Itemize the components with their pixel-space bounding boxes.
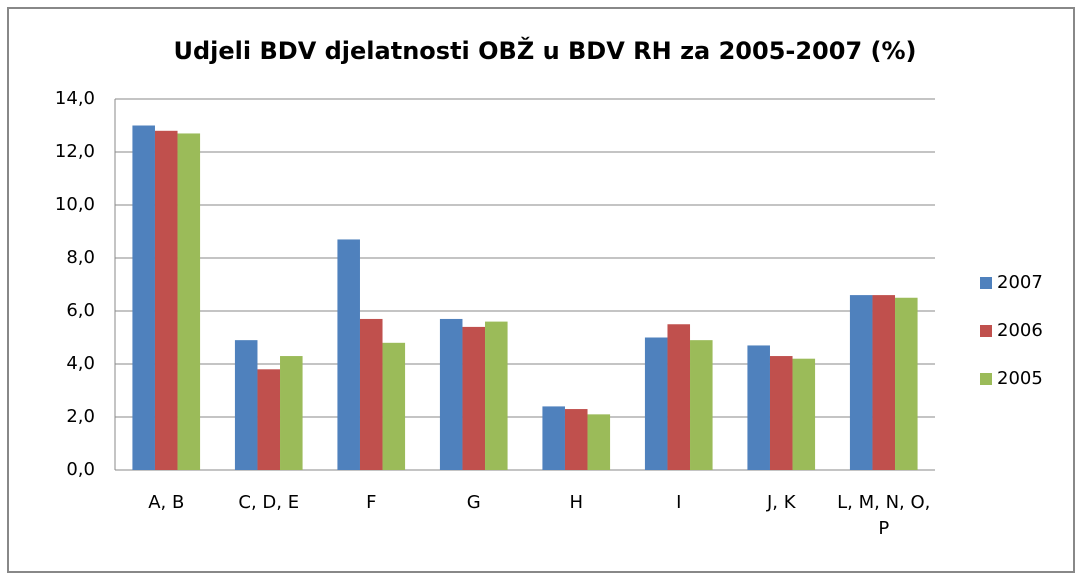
- bar: [337, 239, 360, 470]
- bar: [644, 337, 668, 470]
- bar: [382, 342, 406, 470]
- bar: [587, 414, 611, 470]
- y-tick-label: 12,0: [55, 141, 95, 162]
- bar: [154, 130, 178, 471]
- bar: [849, 295, 873, 470]
- bar: [359, 318, 383, 470]
- y-tick-label: 10,0: [55, 194, 95, 215]
- y-tick-label: 14,0: [55, 88, 95, 109]
- bar: [462, 326, 486, 470]
- legend-label: 2007: [997, 272, 1043, 293]
- x-tick-label: H: [569, 492, 584, 513]
- bar: [132, 125, 155, 470]
- x-tick-label: F: [366, 492, 377, 513]
- bar: [747, 345, 770, 470]
- legend-label: 2006: [997, 320, 1043, 341]
- bar: [234, 340, 258, 470]
- x-tick-label: A, B: [148, 492, 185, 513]
- bar: [690, 340, 713, 470]
- bar: [792, 358, 816, 470]
- x-tick-label: I: [676, 492, 682, 513]
- chart-title: Udjeli BDV djelatnosti OBŽ u BDV RH za 2…: [174, 36, 917, 65]
- x-tick-label: J, K: [766, 492, 796, 513]
- y-tick-label: 0,0: [66, 459, 95, 480]
- x-tick-label: C, D, E: [238, 492, 300, 513]
- x-tick-label: G: [466, 492, 481, 513]
- legend-label: 2005: [997, 368, 1043, 389]
- y-tick-label: 6,0: [66, 300, 95, 321]
- legend-marker: [980, 277, 992, 289]
- bar: [257, 369, 281, 470]
- legend-marker: [980, 325, 992, 337]
- bar: [177, 133, 201, 470]
- bar: [564, 409, 588, 470]
- bar: [667, 324, 691, 470]
- bar: [872, 295, 896, 470]
- x-tick-label: L, M, N, O, P: [837, 492, 931, 539]
- bar: [542, 406, 565, 470]
- y-tick-label: 4,0: [66, 353, 95, 374]
- y-tick-label: 2,0: [66, 406, 95, 427]
- bar: [280, 356, 303, 470]
- legend-marker: [980, 373, 992, 385]
- bar: [485, 321, 508, 470]
- bar: [895, 297, 918, 470]
- bar: [439, 318, 463, 470]
- y-tick-label: 8,0: [66, 247, 95, 268]
- bar: [769, 356, 793, 470]
